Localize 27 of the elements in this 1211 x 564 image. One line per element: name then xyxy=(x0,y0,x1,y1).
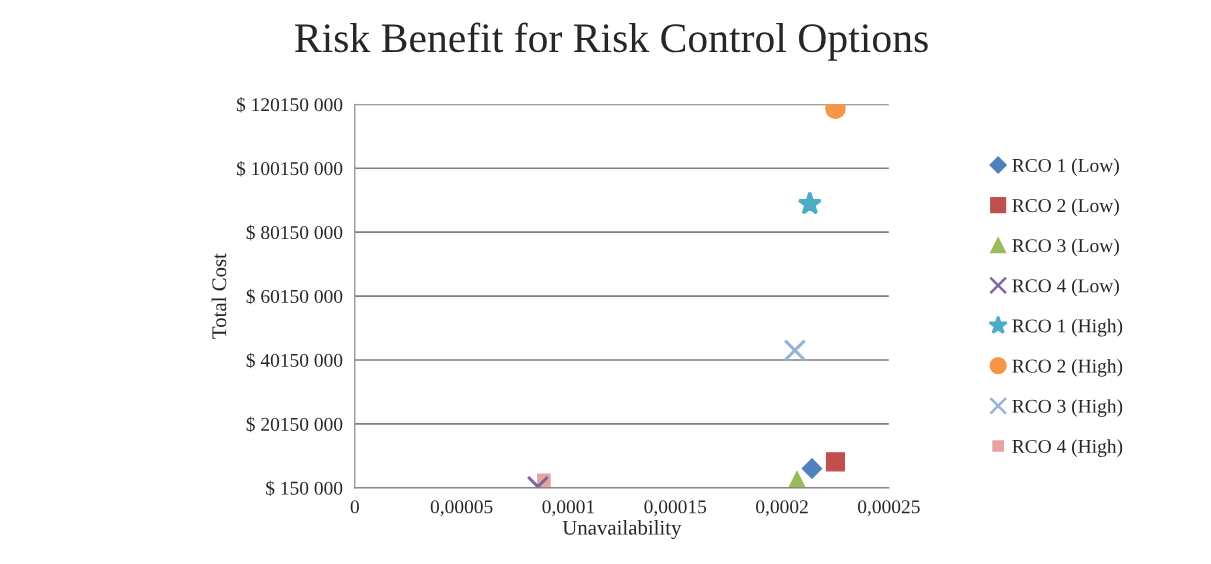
x-tick-label: 0,0002 xyxy=(756,500,808,517)
x-tick-label: 0 xyxy=(350,500,359,514)
y-tick-label: $ 40150 000 xyxy=(246,352,343,369)
y-tick-label: $ 20150 000 xyxy=(246,416,343,433)
y-axis-title: Total Cost xyxy=(211,253,227,339)
legend-label: RCO 2 (Low) xyxy=(1012,198,1119,217)
y-tick-label: $ 80150 000 xyxy=(246,224,343,241)
x-axis-title: Unavailability xyxy=(562,520,682,540)
point xyxy=(783,338,807,362)
legend-label: RCO 3 (High) xyxy=(1012,399,1123,417)
point xyxy=(801,458,823,479)
y-tick-label: $ 150 000 xyxy=(266,480,343,497)
x-tick-label: 0,00015 xyxy=(644,500,707,517)
legend-label: RCO 2 (High) xyxy=(1012,358,1123,377)
y-tick-label: $ 60150 000 xyxy=(246,288,343,305)
y-tick-label: $ 120150 000 xyxy=(236,97,343,113)
legend-label: RCO 3 (Low) xyxy=(1012,238,1119,257)
chart-title: Risk Benefit for Risk Control Options xyxy=(295,22,928,61)
legend-label: RCO 4 (Low) xyxy=(1012,278,1119,297)
x-tick-label: 0,0001 xyxy=(542,500,595,517)
legend-label: RCO 4 (High) xyxy=(1012,439,1123,457)
x-tick-label: 0,00005 xyxy=(430,500,493,517)
legend-label: RCO 1 (High) xyxy=(1012,318,1123,337)
x-tick-label: 0,00025 xyxy=(858,500,920,517)
point xyxy=(825,452,846,472)
legend-label: RCO 1 (Low) xyxy=(1012,158,1119,176)
y-tick-label: $ 100150 000 xyxy=(236,160,343,177)
